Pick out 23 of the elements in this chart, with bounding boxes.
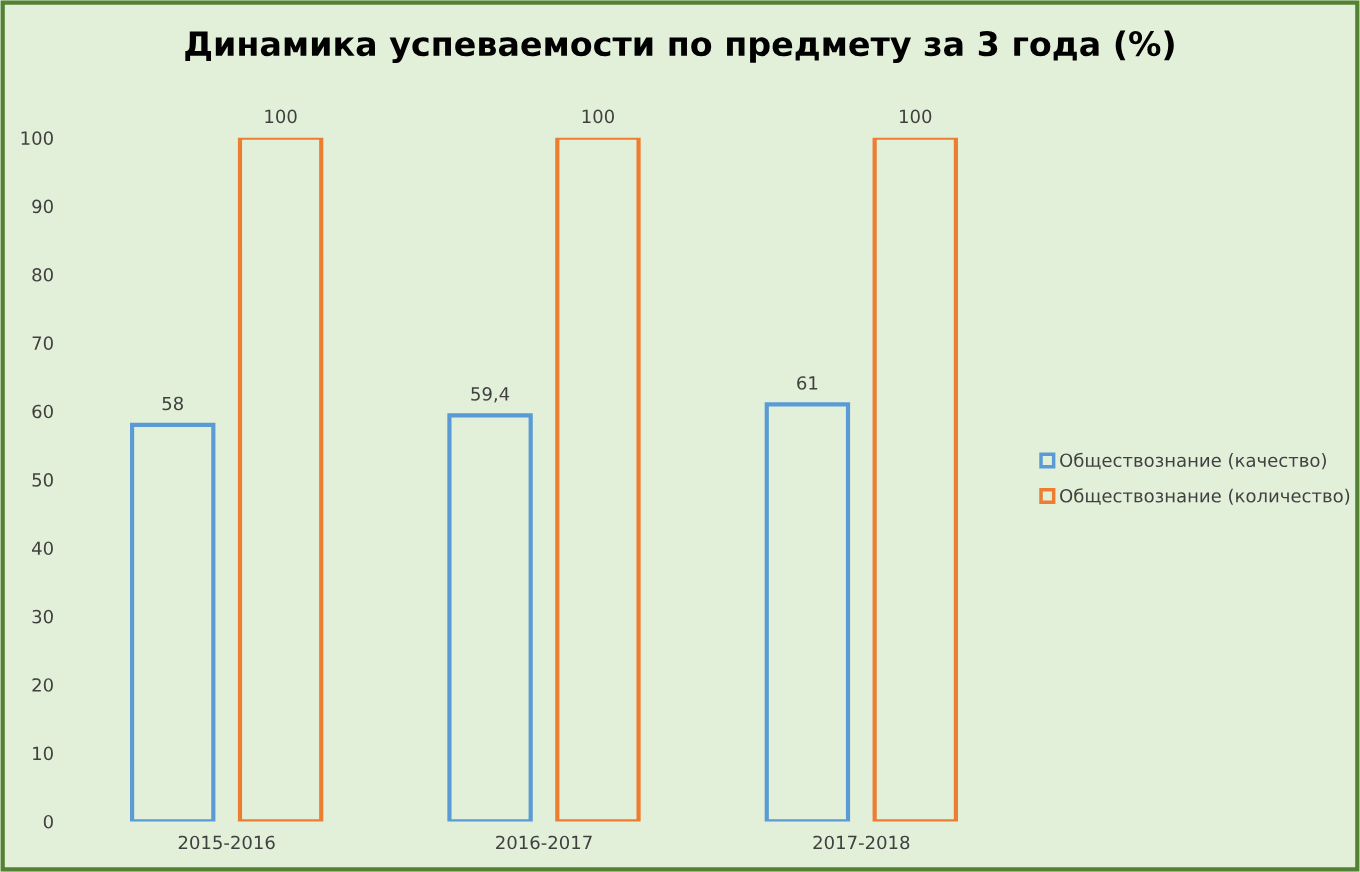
y-tick-label: 0 [43,814,53,829]
y-tick-label: 20 [32,678,53,692]
y-tick-label: 90 [32,199,53,214]
y-tick-label: 70 [32,336,53,350]
data-label: 100 [900,109,932,124]
x-tick-label: 2017-2018 [813,835,910,850]
y-tick-label: 60 [32,404,53,419]
x-tick-label: 2016-2017 [496,835,592,850]
data-label: 58 [162,396,183,411]
legend-label: Обществознание (качество) [1060,452,1326,470]
y-tick-label: 50 [32,473,53,487]
y-tick-label: 10 [33,746,53,761]
chart-title: Динамика успеваемости по предмету за 3 года (%) [185,30,1174,63]
x-tick-label: 2015-2016 [178,835,275,850]
data-label: 59,4 [471,387,510,403]
y-tick-label: 40 [32,541,53,556]
data-label: 100 [265,109,297,124]
y-tick-label: 100 [21,131,53,145]
y-tick-label: 30 [32,609,53,624]
data-label: 61 [797,376,818,390]
legend-label: Обществознание (количество) [1060,488,1350,505]
y-tick-label: 80 [32,267,53,282]
data-label: 100 [582,109,614,124]
